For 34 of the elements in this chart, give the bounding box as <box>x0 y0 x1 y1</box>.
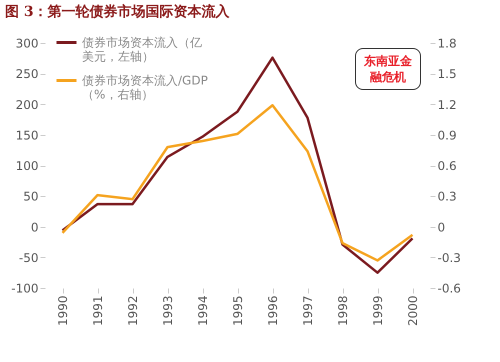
y2-tick-label: 0.3 <box>438 190 457 204</box>
y2-tick-label: 0.9 <box>438 128 457 142</box>
x-tick-label: 1996 <box>266 296 280 326</box>
x-tick-label: 1997 <box>301 296 315 326</box>
y2-tick-label: 0.6 <box>438 159 457 173</box>
y-tick-label: 50 <box>23 190 38 204</box>
y2-tick-label: -0.3 <box>438 250 461 265</box>
x-tick-label: 1995 <box>231 296 245 326</box>
y2-tick-label: -0.6 <box>438 282 461 296</box>
x-tick-label: 1998 <box>336 296 350 326</box>
x-tick-label: 1991 <box>91 296 105 326</box>
x-tick-label: 1994 <box>196 296 210 326</box>
x-tick-label: 1990 <box>56 296 70 326</box>
x-tick-label: 1999 <box>371 296 385 326</box>
y-tick-label: 0 <box>30 220 38 234</box>
legend-label: 债券市场资本流入（亿美元，左轴） <box>82 36 202 64</box>
x-tick-label: 1992 <box>126 296 140 326</box>
y2-tick-label: 1.2 <box>438 98 457 112</box>
y-tick-label: -100 <box>11 282 38 296</box>
x-tick-label: 2000 <box>406 296 420 326</box>
y-tick-label: 200 <box>16 98 38 112</box>
y-tick-label: 150 <box>16 128 38 142</box>
x-tick-label: 1993 <box>161 296 175 326</box>
y2-tick-label: 1.8 <box>438 36 457 50</box>
y-tick-label: 250 <box>16 67 38 82</box>
y-tick-label: 100 <box>16 159 38 173</box>
callout-box: 东南亚金融危机 <box>355 48 421 90</box>
y-tick-label: -50 <box>18 250 38 265</box>
y-tick-label: 300 <box>16 36 38 50</box>
y2-tick-label: 1.5 <box>438 67 457 82</box>
chart-title: 图 3：第一轮债券市场国际资本流入 <box>5 3 231 20</box>
line-series <box>61 104 414 262</box>
y2-tick-label: 0 <box>438 220 446 234</box>
legend-label: 债券市场资本流入/GDP（%，右轴） <box>82 74 208 102</box>
